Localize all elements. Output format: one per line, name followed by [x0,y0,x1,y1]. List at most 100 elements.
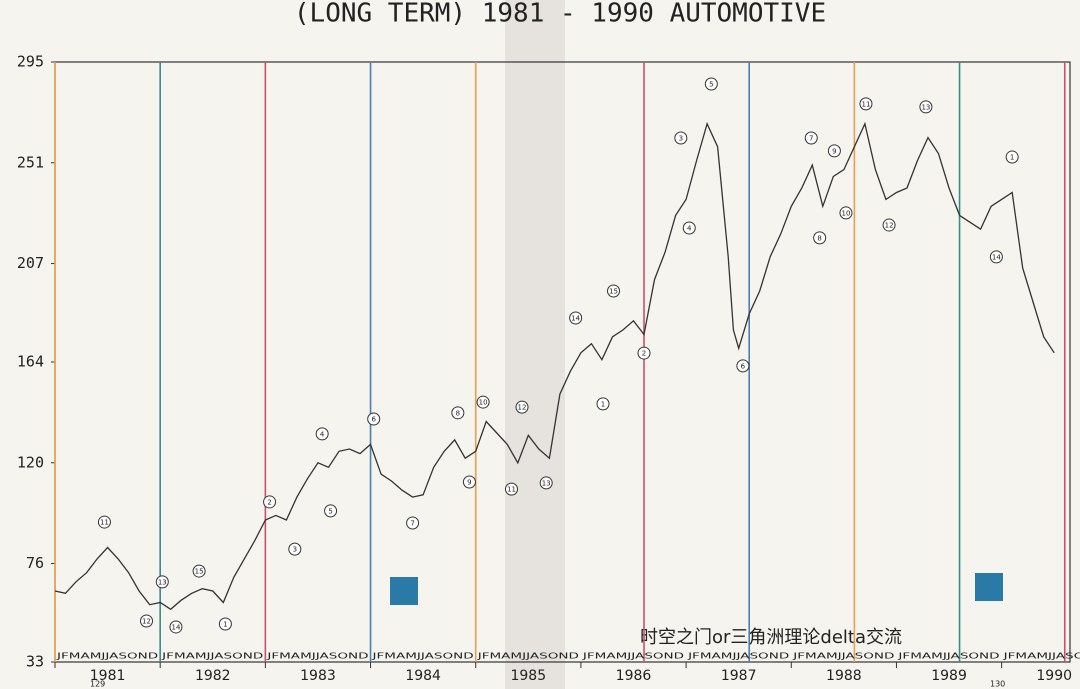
wave-marker [155,575,169,589]
wave-marker [367,412,381,426]
x-tick-label: 1982 [195,668,231,684]
month-labels: JFMAMJJASOND [686,652,789,661]
month-labels: JFMAMJJASOND [266,652,369,661]
x-tick-label: 1984 [405,668,441,684]
wave-marker [476,395,490,409]
x-tick-label: 1983 [300,668,336,684]
x-tick-label: 1988 [826,668,862,684]
wave-marker [919,100,933,114]
wave-marker [674,131,688,145]
wave-marker [263,495,277,509]
y-tick-label: 207 [17,254,44,272]
page-number: 129 [90,680,105,689]
month-labels: JFMAMJJASOND [1002,652,1080,661]
wave-label: 14 [171,623,180,631]
wave-label: 9 [467,479,471,487]
wave-label: 15 [195,568,204,576]
wave-marker [569,311,583,325]
wave-marker [736,359,750,373]
wave-marker [462,475,476,489]
wave-marker [218,617,232,631]
wave-marker [515,400,529,414]
book-gutter [505,0,565,689]
page-number: 130 [990,680,1005,689]
y-tick-label: 33 [26,653,44,671]
wave-marker [140,614,154,628]
wave-marker [813,231,827,245]
logo-icon [390,577,418,605]
watermark: 时空之门or三角洲理论delta交流 [640,627,902,648]
wave-label: 1 [1010,154,1014,162]
logo-icon [975,573,1003,601]
wave-marker [859,97,873,111]
y-tick-label: 76 [26,554,44,572]
wave-marker [827,144,841,158]
y-tick-label: 120 [17,453,44,471]
wave-label: 7 [809,135,813,143]
wave-label: 5 [709,80,713,88]
wave-label: 1 [223,620,227,628]
wave-marker [192,564,206,578]
wave-label: 11 [100,519,109,527]
wave-marker [451,406,465,420]
wave-label: 4 [687,225,692,233]
y-tick-label: 295 [17,53,44,71]
wave-label: 10 [479,399,488,407]
wave-marker [989,250,1003,264]
wave-label: 6 [371,416,376,424]
wave-label: 15 [609,288,618,296]
wave-marker [288,542,302,556]
wave-marker [97,515,111,529]
wave-label: 5 [328,507,332,515]
wave-marker [596,397,610,411]
wave-label: 13 [921,103,930,111]
wave-label: 2 [642,350,646,358]
wave-label: 6 [741,362,746,370]
wave-label: 8 [456,409,460,417]
wave-label: 10 [842,209,851,217]
wave-label: 4 [320,430,325,438]
month-labels: JFMAMJJASOND [160,652,263,661]
wave-marker [539,476,553,490]
wave-label: 1 [601,400,605,408]
x-tick-label: 1986 [616,668,652,684]
month-labels: JFMAMJJASOND [55,652,158,661]
wave-label: 2 [267,498,271,506]
month-labels: JFMAMJJASOND [371,652,474,661]
month-labels: JFMAMJJASOND [792,652,895,661]
x-tick-label: 1981 [90,668,126,684]
wave-label: 11 [861,100,870,108]
wave-marker [882,218,896,232]
x-tick-label: 1987 [721,668,757,684]
wave-label: 12 [518,404,527,412]
wave-label: 11 [507,486,516,494]
wave-label: 3 [293,546,297,554]
wave-label: 8 [817,234,821,242]
wave-marker [406,516,420,530]
wave-marker [169,620,183,634]
x-tick-label: 1989 [931,668,967,684]
wave-label: 13 [542,479,551,487]
y-tick-label: 251 [17,153,44,171]
wave-marker [804,131,818,145]
month-labels: JFMAMJJASOND [476,652,579,661]
wave-marker [324,504,338,518]
wave-label: 3 [679,135,683,143]
price-line [54,121,1055,611]
month-labels: JFMAMJJASOND [897,652,1000,661]
wave-label: 14 [571,315,580,323]
wave-label: 9 [832,147,836,155]
wave-marker [682,221,696,235]
wave-label: 13 [158,578,167,586]
wave-label: 7 [410,519,414,527]
chart-title: (LONG TERM) 1981 - 1990 AUTOMOTIVE [294,0,826,29]
wave-label: 12 [142,618,151,626]
wave-marker [504,482,518,496]
wave-marker [1005,150,1019,164]
wave-label: 12 [885,222,894,230]
x-tick-label: 1985 [510,668,546,684]
x-tick-label: 1990 [1036,668,1072,684]
wave-marker [637,346,651,360]
wave-marker [315,427,329,441]
